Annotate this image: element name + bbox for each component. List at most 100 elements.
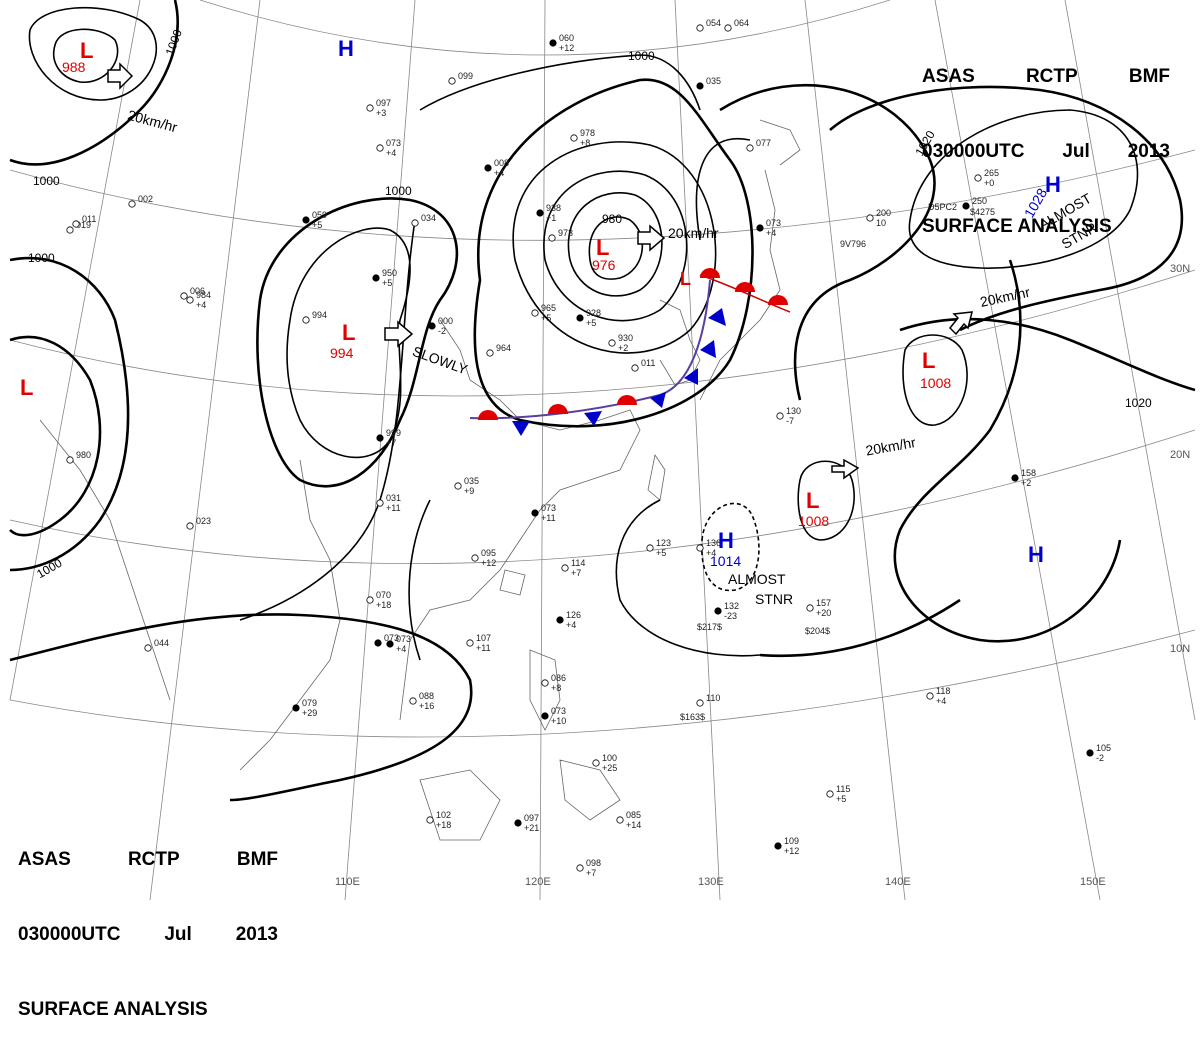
station-tendency: -7 <box>786 416 794 426</box>
station-plot: 002 <box>128 194 153 208</box>
cold-front-symbol <box>650 392 666 408</box>
station-code: $4275 <box>970 207 995 217</box>
motion-arrow-icon <box>948 311 973 336</box>
meridian-90e <box>9 0 141 701</box>
station-plot: 064 <box>724 18 749 32</box>
station-plot: 044 <box>144 638 169 652</box>
station-pressure: 070 <box>376 590 391 600</box>
station-plot: 930+2 <box>608 333 633 353</box>
station-pressure: 126 <box>566 610 581 620</box>
isobar-trough-south <box>615 499 761 657</box>
station-pressure: 000 <box>438 316 453 326</box>
station-pressure: 157 <box>816 598 831 608</box>
header-region: ASAS <box>922 66 975 87</box>
station-pressure: 980 <box>76 450 91 460</box>
station-pressure: 973 <box>558 228 573 238</box>
isobar-1020-south <box>899 317 1196 392</box>
station-symbol <box>774 842 782 850</box>
high-symbol: H <box>338 36 354 61</box>
station-tendency: +4 <box>766 228 776 238</box>
station-plot: 073+4 <box>376 138 401 158</box>
isobar-1000-north <box>419 54 701 111</box>
station-pressure: 950 <box>382 268 397 278</box>
station-symbol <box>756 224 764 232</box>
station-symbol <box>631 364 639 372</box>
header-center: RCTP <box>1025 66 1078 87</box>
motion-label: 20km/hr <box>668 225 719 241</box>
station-code: D5PC2 <box>928 202 957 212</box>
header-center: RCTP <box>127 849 180 870</box>
mindanao <box>559 759 621 821</box>
station-pressure: 965 <box>541 303 556 313</box>
station-tendency: +11 <box>541 513 556 523</box>
station-symbol <box>549 39 557 47</box>
borneo <box>419 769 501 841</box>
station-plot: 011 <box>72 214 96 228</box>
station-plot: 973 <box>548 228 573 242</box>
station-plot: 070+18 <box>366 590 391 610</box>
station-pressure: 097 <box>524 813 539 823</box>
station-tendency: +5 <box>586 318 596 328</box>
station-pressure: 200 <box>876 208 891 218</box>
station-tendency: +11 <box>476 643 491 653</box>
station-symbol <box>376 434 384 442</box>
station-pressure: 132 <box>724 601 739 611</box>
station-tendency: +12 <box>559 43 574 53</box>
warm-front-symbol <box>768 295 788 305</box>
station-plot: 019 <box>66 220 91 234</box>
china-coast <box>399 319 641 721</box>
station-plot: 965+5 <box>531 303 556 323</box>
station-pressure: 011 <box>82 214 96 224</box>
station-symbol <box>548 234 556 242</box>
station-pressure: 265 <box>984 168 999 178</box>
station-plot: 999+7 <box>376 428 401 448</box>
low-pressure-value: 1008 <box>920 375 951 391</box>
station-symbol <box>66 226 74 234</box>
parallel-40n <box>9 149 1196 241</box>
lon-label: 130E <box>698 876 724 888</box>
station-plot: 157+20 <box>806 598 831 618</box>
parallel-50n <box>199 0 891 56</box>
station-pressure: 088 <box>419 691 434 701</box>
japan-hokkaido <box>759 119 801 166</box>
station-plot: 097+21 <box>514 813 539 833</box>
station-pressure: 008 <box>494 158 509 168</box>
station-pressure: 130 <box>786 406 801 416</box>
station-symbol <box>531 509 539 517</box>
station-symbol <box>466 639 474 647</box>
station-plot: 105-2 <box>1086 743 1111 763</box>
station-pressure: 994 <box>312 310 327 320</box>
station-symbol <box>366 104 374 112</box>
warm-front-symbol <box>548 404 568 414</box>
station-pressure: 097 <box>376 98 391 108</box>
station-codes: $217$ $204$ $163$ 9V796 D5PC2 $4275 <box>680 202 995 722</box>
station-plot: 035 <box>696 76 721 90</box>
station-pressure: 034 <box>421 213 436 223</box>
station-symbol <box>866 214 874 222</box>
station-plot: 109+12 <box>774 836 799 856</box>
isobar-label: 980 <box>602 212 622 226</box>
isobars <box>9 0 1196 802</box>
header-code: BMF <box>236 849 278 870</box>
station-symbol <box>374 639 382 647</box>
cold-front-symbol <box>708 308 726 326</box>
station-symbol <box>484 164 492 172</box>
lon-label: 150E <box>1080 876 1106 888</box>
header-region: ASAS <box>18 849 71 870</box>
header-line-2: 030000UTC Jul 2013 <box>922 139 1170 164</box>
station-symbol <box>186 296 194 304</box>
station-plot: 950+5 <box>372 268 397 288</box>
station-pressure: 102 <box>436 810 451 820</box>
motion-arrow-icon <box>637 224 666 252</box>
header-line-2: 030000UTC Jul 2013 <box>18 922 278 947</box>
station-plot: 126+4 <box>556 610 581 630</box>
station-pressure: 059 <box>312 210 327 220</box>
station-pressure: 079 <box>302 698 317 708</box>
japan-honshu <box>699 169 781 401</box>
stationary-label: ALMOST <box>728 571 786 587</box>
station-plot: 079+29 <box>292 698 317 718</box>
station-symbol <box>411 219 419 227</box>
station-symbol <box>376 144 384 152</box>
header-time: 030000UTC <box>18 924 121 945</box>
